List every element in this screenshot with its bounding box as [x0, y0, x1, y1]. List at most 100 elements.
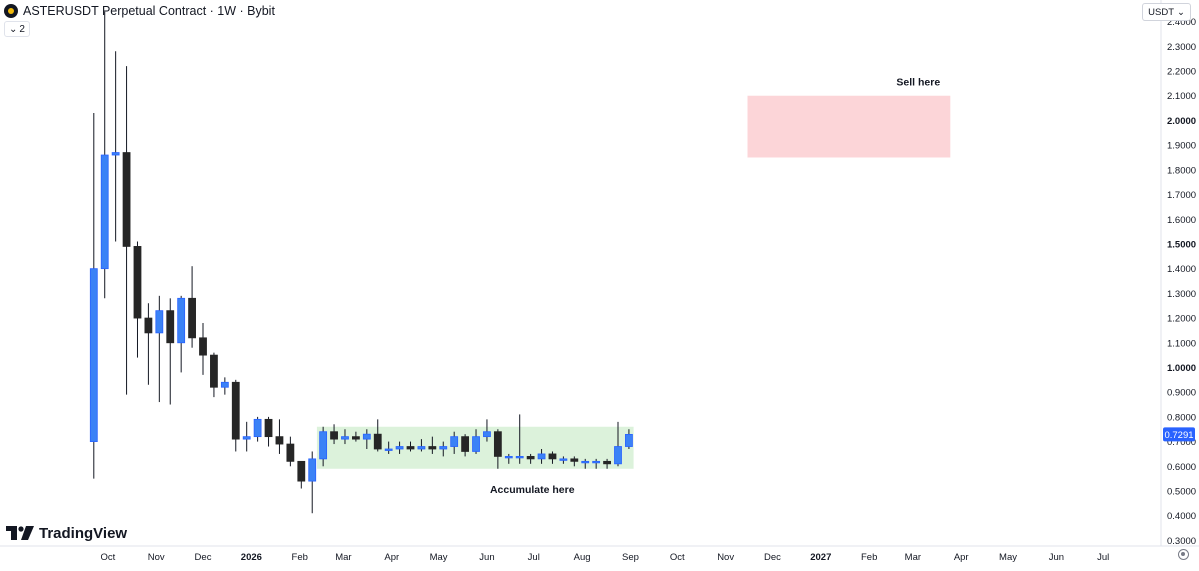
- candle-body: [210, 354, 218, 388]
- price-tick-label: 0.7000: [1167, 437, 1196, 448]
- chart-title[interactable]: ASTERUSDT Perpetual Contract · 1W · Bybi…: [23, 4, 275, 18]
- candle[interactable]: [461, 434, 470, 457]
- price-axis[interactable]: 2.4000 2.3000 2.2000 2.1000 2.0000 1.9000 1.80…: [1167, 17, 1196, 547]
- time-tick-label: Jul: [528, 552, 540, 563]
- candle[interactable]: [439, 441, 448, 457]
- candle[interactable]: [231, 379, 240, 452]
- candle-body: [515, 456, 524, 459]
- candle-body: [352, 436, 360, 440]
- candle-body: [428, 446, 437, 450]
- candle-body: [483, 431, 491, 438]
- price-tick-label: 2.3000: [1167, 42, 1196, 53]
- candle[interactable]: [111, 51, 120, 242]
- candle-body: [395, 446, 404, 450]
- price-tick-label: 2.2000: [1167, 67, 1196, 78]
- candle[interactable]: [220, 377, 229, 395]
- candle[interactable]: [537, 448, 546, 464]
- candle[interactable]: [242, 421, 251, 452]
- candle[interactable]: [286, 436, 295, 467]
- price-tick-label: 2.0000: [1167, 116, 1196, 127]
- candle[interactable]: [526, 453, 535, 464]
- time-axis[interactable]: Oct Nov Dec 2026 Feb Mar Apr May Jun Jul Aug Sep Oct…: [100, 552, 1109, 563]
- chevron-down-icon: ⌄: [1177, 6, 1185, 18]
- candle[interactable]: [592, 458, 601, 469]
- candle[interactable]: [352, 431, 360, 442]
- candle[interactable]: [504, 453, 513, 464]
- candle[interactable]: [603, 458, 611, 469]
- candle[interactable]: [450, 431, 459, 454]
- candle[interactable]: [428, 436, 437, 454]
- time-tick-label: Jun: [1049, 552, 1064, 563]
- candle[interactable]: [308, 451, 317, 514]
- candle[interactable]: [341, 429, 349, 445]
- candle[interactable]: [188, 266, 196, 348]
- time-tick-label: Dec: [195, 552, 212, 563]
- candle[interactable]: [395, 441, 404, 454]
- candle-body: [89, 268, 98, 442]
- candle[interactable]: [133, 241, 142, 358]
- candle[interactable]: [199, 323, 207, 375]
- candle[interactable]: [417, 439, 426, 452]
- candle[interactable]: [253, 416, 262, 442]
- chevron-down-icon: ⌄: [9, 23, 18, 35]
- zone-label: Accumulate here: [490, 484, 575, 496]
- candle[interactable]: [177, 295, 186, 373]
- candle[interactable]: [614, 421, 622, 467]
- currency-button[interactable]: USDT ⌄: [1142, 3, 1191, 21]
- candle-body: [592, 460, 601, 464]
- candle[interactable]: [275, 419, 284, 454]
- candle[interactable]: [472, 429, 480, 454]
- candle[interactable]: [483, 419, 491, 442]
- candle[interactable]: [559, 456, 568, 464]
- candle-body: [526, 456, 535, 460]
- candle[interactable]: [89, 113, 98, 479]
- candle-body: [362, 433, 371, 440]
- candle-body: [297, 460, 306, 482]
- zone-sell[interactable]: [747, 95, 951, 158]
- candle[interactable]: [319, 426, 328, 467]
- candle[interactable]: [581, 458, 590, 469]
- candle[interactable]: [100, 11, 109, 299]
- gear-icon[interactable]: [1178, 549, 1189, 560]
- candle-body: [417, 446, 426, 450]
- candle-body: [166, 310, 175, 344]
- candle[interactable]: [384, 441, 393, 454]
- candle[interactable]: [548, 451, 557, 464]
- tradingview-logo[interactable]: TradingView: [6, 523, 127, 543]
- price-tick-label: 1.7000: [1167, 190, 1196, 201]
- candle[interactable]: [297, 460, 306, 489]
- zone-label: Sell here: [896, 77, 940, 89]
- candle[interactable]: [515, 414, 524, 464]
- candle[interactable]: [625, 429, 633, 449]
- time-tick-label: 2027: [810, 552, 831, 563]
- zones-layer: Sell here Accumulate here: [316, 77, 951, 496]
- candle-body: [220, 381, 229, 388]
- candle[interactable]: [373, 419, 382, 452]
- candle[interactable]: [166, 298, 175, 405]
- candle[interactable]: [264, 416, 273, 447]
- candle[interactable]: [493, 429, 502, 469]
- time-tick-label: Apr: [954, 552, 969, 563]
- candle[interactable]: [155, 295, 164, 403]
- candle-body: [439, 446, 448, 450]
- candle[interactable]: [330, 424, 338, 445]
- candle[interactable]: [362, 429, 371, 449]
- candle-body: [406, 446, 415, 450]
- candle[interactable]: [122, 66, 131, 395]
- candle[interactable]: [406, 441, 415, 452]
- time-tick-label: Mar: [335, 552, 351, 563]
- last-price-badge: [1163, 427, 1195, 442]
- candle[interactable]: [570, 456, 579, 467]
- indicator-toggle-button[interactable]: ⌄ 2: [4, 21, 30, 37]
- candle-body: [111, 152, 120, 156]
- candle-body: [275, 436, 284, 445]
- candle-body: [199, 337, 207, 356]
- price-tick-label: 1.3000: [1167, 289, 1196, 300]
- candle-body: [504, 456, 513, 459]
- time-tick-label: Mar: [905, 552, 921, 563]
- candle[interactable]: [144, 303, 153, 385]
- candle[interactable]: [210, 352, 218, 398]
